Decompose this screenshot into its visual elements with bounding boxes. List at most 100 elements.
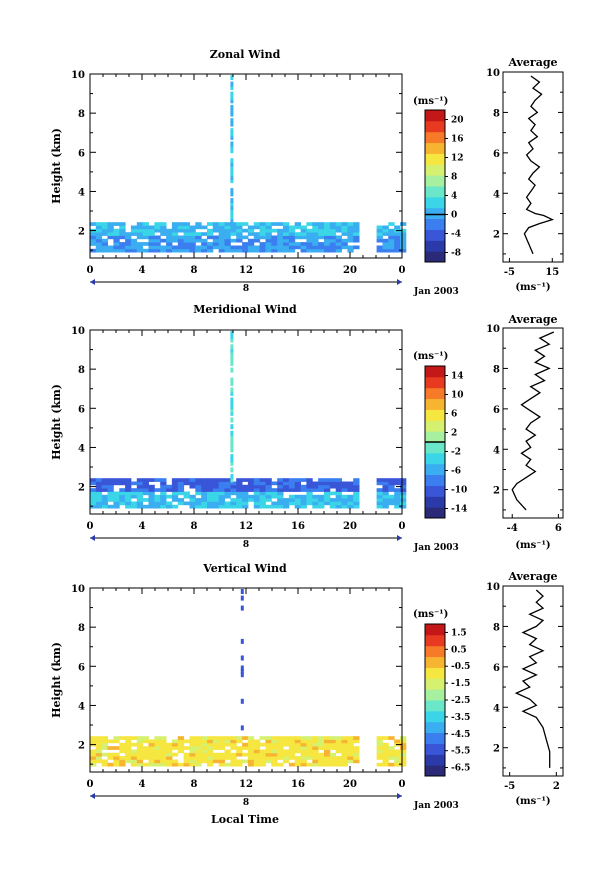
field-cell	[101, 232, 108, 236]
field-cell	[136, 248, 144, 253]
field-cell	[230, 91, 234, 97]
field-cell	[95, 739, 103, 744]
field-cell	[335, 494, 342, 499]
field-cell	[341, 494, 348, 499]
field-cell	[212, 484, 220, 489]
field-cell	[148, 494, 155, 499]
field-cell	[142, 488, 149, 492]
field-cell	[253, 759, 261, 764]
y-tick-label: 6	[78, 404, 85, 415]
field-cell	[177, 478, 185, 482]
field-cell	[201, 746, 208, 750]
field-cell	[230, 387, 234, 393]
field-cell	[394, 245, 401, 250]
meridional-avg-title: Average	[507, 313, 557, 326]
field-cell	[224, 762, 231, 767]
field-cell	[388, 756, 395, 760]
field-cell	[195, 481, 202, 486]
x-tick-label: 4	[139, 521, 146, 532]
field-cell	[171, 488, 179, 492]
field-cell	[283, 504, 290, 509]
field-cell	[394, 749, 401, 754]
vertical-field	[90, 589, 407, 767]
field-cell	[277, 752, 284, 757]
field-cell	[277, 481, 284, 486]
field-cell	[218, 228, 225, 233]
field-cell	[376, 739, 383, 744]
field-cell	[224, 756, 231, 760]
field-cell	[101, 245, 108, 250]
y-tick-label: 8	[78, 109, 85, 120]
field-cell	[341, 228, 348, 233]
field-cell	[212, 498, 220, 502]
field-cell	[341, 222, 348, 226]
field-cell	[242, 478, 249, 482]
field-cell	[195, 501, 202, 506]
field-cell	[400, 756, 407, 760]
field-cell	[224, 478, 231, 482]
field-cell	[259, 478, 266, 482]
field-cell	[335, 491, 342, 496]
field-cell	[119, 478, 126, 482]
field-cell	[324, 752, 331, 757]
field-cell	[236, 752, 243, 757]
field-cell	[90, 491, 97, 496]
field-cell	[160, 736, 167, 740]
field-cell	[236, 501, 243, 506]
field-cell	[160, 501, 167, 506]
field-cell	[107, 746, 114, 750]
field-cell	[142, 746, 149, 750]
field-cell	[171, 235, 179, 240]
field-cell	[171, 248, 179, 253]
field-cell	[253, 478, 261, 482]
field-cell	[324, 481, 331, 486]
field-cell	[288, 228, 296, 233]
field-cell	[125, 749, 132, 754]
field-cell	[177, 491, 185, 496]
field-cell	[265, 498, 272, 502]
field-cell	[189, 481, 196, 486]
field-cell	[201, 501, 208, 506]
field-cell	[353, 498, 360, 502]
field-cell	[306, 746, 313, 750]
field-cell	[306, 481, 313, 486]
field-cell	[271, 752, 278, 757]
field-cell	[148, 225, 155, 230]
field-cell	[90, 752, 97, 757]
field-cell	[242, 488, 249, 492]
field-cell	[341, 762, 348, 767]
field-cell	[335, 762, 342, 767]
field-cell	[353, 752, 360, 757]
field-cell	[353, 481, 360, 486]
field-cell	[271, 494, 278, 499]
field-cell	[341, 481, 348, 486]
field-cell	[306, 235, 313, 240]
field-cell	[353, 245, 360, 250]
field-cell	[324, 248, 331, 253]
field-cell	[294, 488, 301, 492]
field-cell	[247, 756, 255, 760]
field-cell	[160, 232, 167, 236]
field-cell	[376, 228, 383, 233]
field-cell	[107, 245, 114, 250]
field-cell	[142, 749, 149, 754]
field-cell	[294, 746, 301, 750]
field-cell	[177, 238, 185, 243]
field-cell	[212, 756, 220, 760]
field-cell	[306, 222, 313, 226]
colorbar-swatch	[425, 142, 445, 154]
field-cell	[271, 235, 278, 240]
field-cell	[259, 235, 266, 240]
field-cell	[166, 746, 173, 750]
field-cell	[324, 232, 331, 236]
field-cell	[329, 762, 337, 767]
field-cell	[107, 762, 114, 767]
colorbar-swatch	[425, 110, 445, 122]
field-cell	[294, 756, 301, 760]
field-cell	[277, 228, 284, 233]
field-cell	[218, 248, 225, 253]
field-cell	[130, 742, 138, 747]
profile-x-tick-label: 2	[553, 781, 560, 792]
field-cell	[95, 232, 103, 236]
field-cell	[183, 756, 190, 760]
